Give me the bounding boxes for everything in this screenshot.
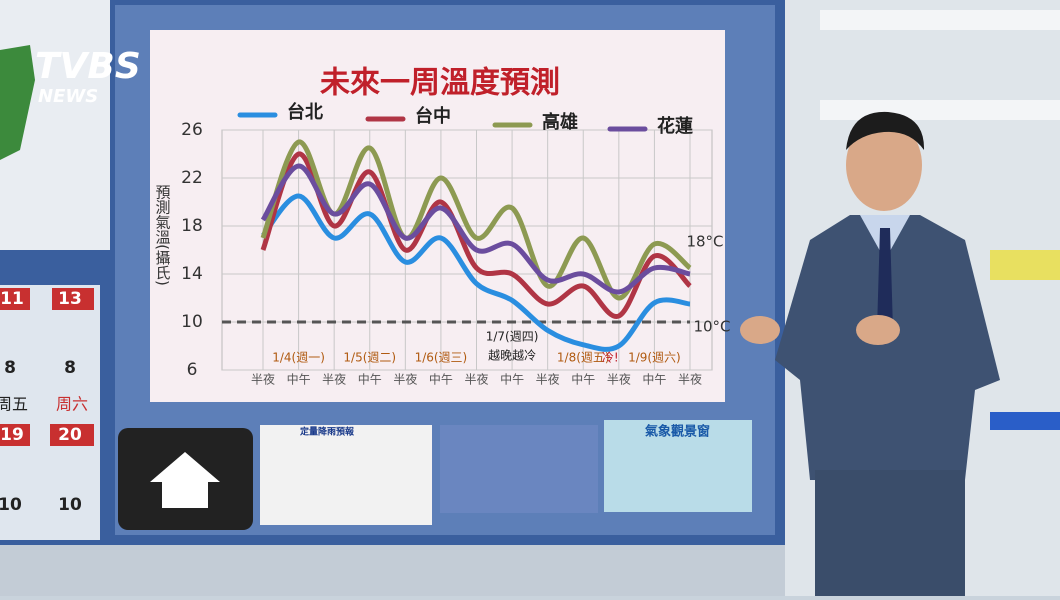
x-tick-label: 中午 xyxy=(642,372,666,387)
x-tick-label: 半夜 xyxy=(464,372,488,387)
wall-panel xyxy=(990,412,1060,430)
thumbnail-title: 氣象觀景窗 xyxy=(645,424,710,440)
x-tick-label: 半夜 xyxy=(678,372,702,387)
low-temp: 8 xyxy=(4,358,16,378)
home-icon xyxy=(150,452,220,508)
day-label: 1/5(週二) xyxy=(343,351,396,365)
logo-sub: NEWS xyxy=(38,86,98,107)
y-tick-label: 26 xyxy=(181,120,203,140)
y-axis-label: 預測氣溫(攝氏) xyxy=(154,184,172,286)
y-tick-label: 14 xyxy=(181,264,203,284)
thumbnail[interactable] xyxy=(604,420,752,512)
x-tick-label: 中午 xyxy=(500,372,524,387)
low-temp: 10 xyxy=(58,495,82,515)
thumbnail-title: 定量降雨預報 xyxy=(299,426,355,438)
legend-label: 台中 xyxy=(415,105,451,127)
presenter-trousers xyxy=(815,470,965,596)
high-box xyxy=(50,424,94,446)
low-temp: 10 xyxy=(0,495,22,515)
x-tick-label: 半夜 xyxy=(322,372,346,387)
x-tick-label: 半夜 xyxy=(536,372,560,387)
high-temp: 20 xyxy=(58,425,82,445)
wall-panel xyxy=(820,100,1060,120)
wall-panel xyxy=(820,10,1060,30)
x-tick-label: 中午 xyxy=(429,372,453,387)
x-tick-label: 半夜 xyxy=(251,372,275,387)
annotation: 10°C xyxy=(693,318,730,336)
series-line xyxy=(260,163,691,295)
day-name: 周六 xyxy=(56,395,88,414)
forecast-panel xyxy=(0,285,100,540)
day-name: 周五 xyxy=(0,395,28,414)
x-tick-label: 半夜 xyxy=(607,372,631,387)
day-label: 1/7(週四) xyxy=(486,330,539,344)
presenter-hair xyxy=(846,111,925,150)
wall-panel xyxy=(990,250,1060,280)
high-box xyxy=(52,288,94,310)
legend-label: 高雄 xyxy=(542,111,578,133)
logo-brand: TVBS xyxy=(35,46,141,87)
legend-label: 台北 xyxy=(287,101,323,123)
annotation: 越晚越冷 xyxy=(488,349,536,363)
y-tick-label: 10 xyxy=(181,312,203,332)
day-label: 1/8(週五) xyxy=(557,351,610,365)
presenter-suit xyxy=(775,215,1000,480)
x-tick-label: 中午 xyxy=(287,372,311,387)
x-tick-label: 半夜 xyxy=(393,372,417,387)
y-tick-label: 22 xyxy=(181,168,203,188)
y-tick-label: 6 xyxy=(187,360,198,380)
low-temp: 8 xyxy=(64,358,76,378)
thumbnail[interactable] xyxy=(440,425,598,513)
high-box xyxy=(0,424,30,446)
high-temp: 19 xyxy=(0,425,24,445)
presenter-head xyxy=(846,119,922,211)
annotation: 冷! xyxy=(602,351,619,365)
day-label: 1/6(週三) xyxy=(415,351,468,365)
annotation: 18°C xyxy=(686,233,723,251)
legend-label: 花蓮 xyxy=(657,115,693,137)
day-label: 1/9(週六) xyxy=(628,351,681,365)
series-line xyxy=(261,193,691,352)
presenter-hand xyxy=(856,315,900,345)
y-tick-label: 18 xyxy=(181,216,203,236)
high-box xyxy=(0,288,30,310)
thumbnail[interactable] xyxy=(260,425,432,525)
day-label: 1/4(週一) xyxy=(272,351,325,365)
x-tick-label: 中午 xyxy=(571,372,595,387)
chart-title: 未來一周溫度預測 xyxy=(320,66,560,101)
presenter-hand xyxy=(740,316,780,344)
floor xyxy=(0,545,785,596)
x-tick-label: 中午 xyxy=(358,372,382,387)
map-island xyxy=(0,45,35,160)
high-temp: 13 xyxy=(58,289,82,309)
high-temp: 11 xyxy=(0,289,24,309)
